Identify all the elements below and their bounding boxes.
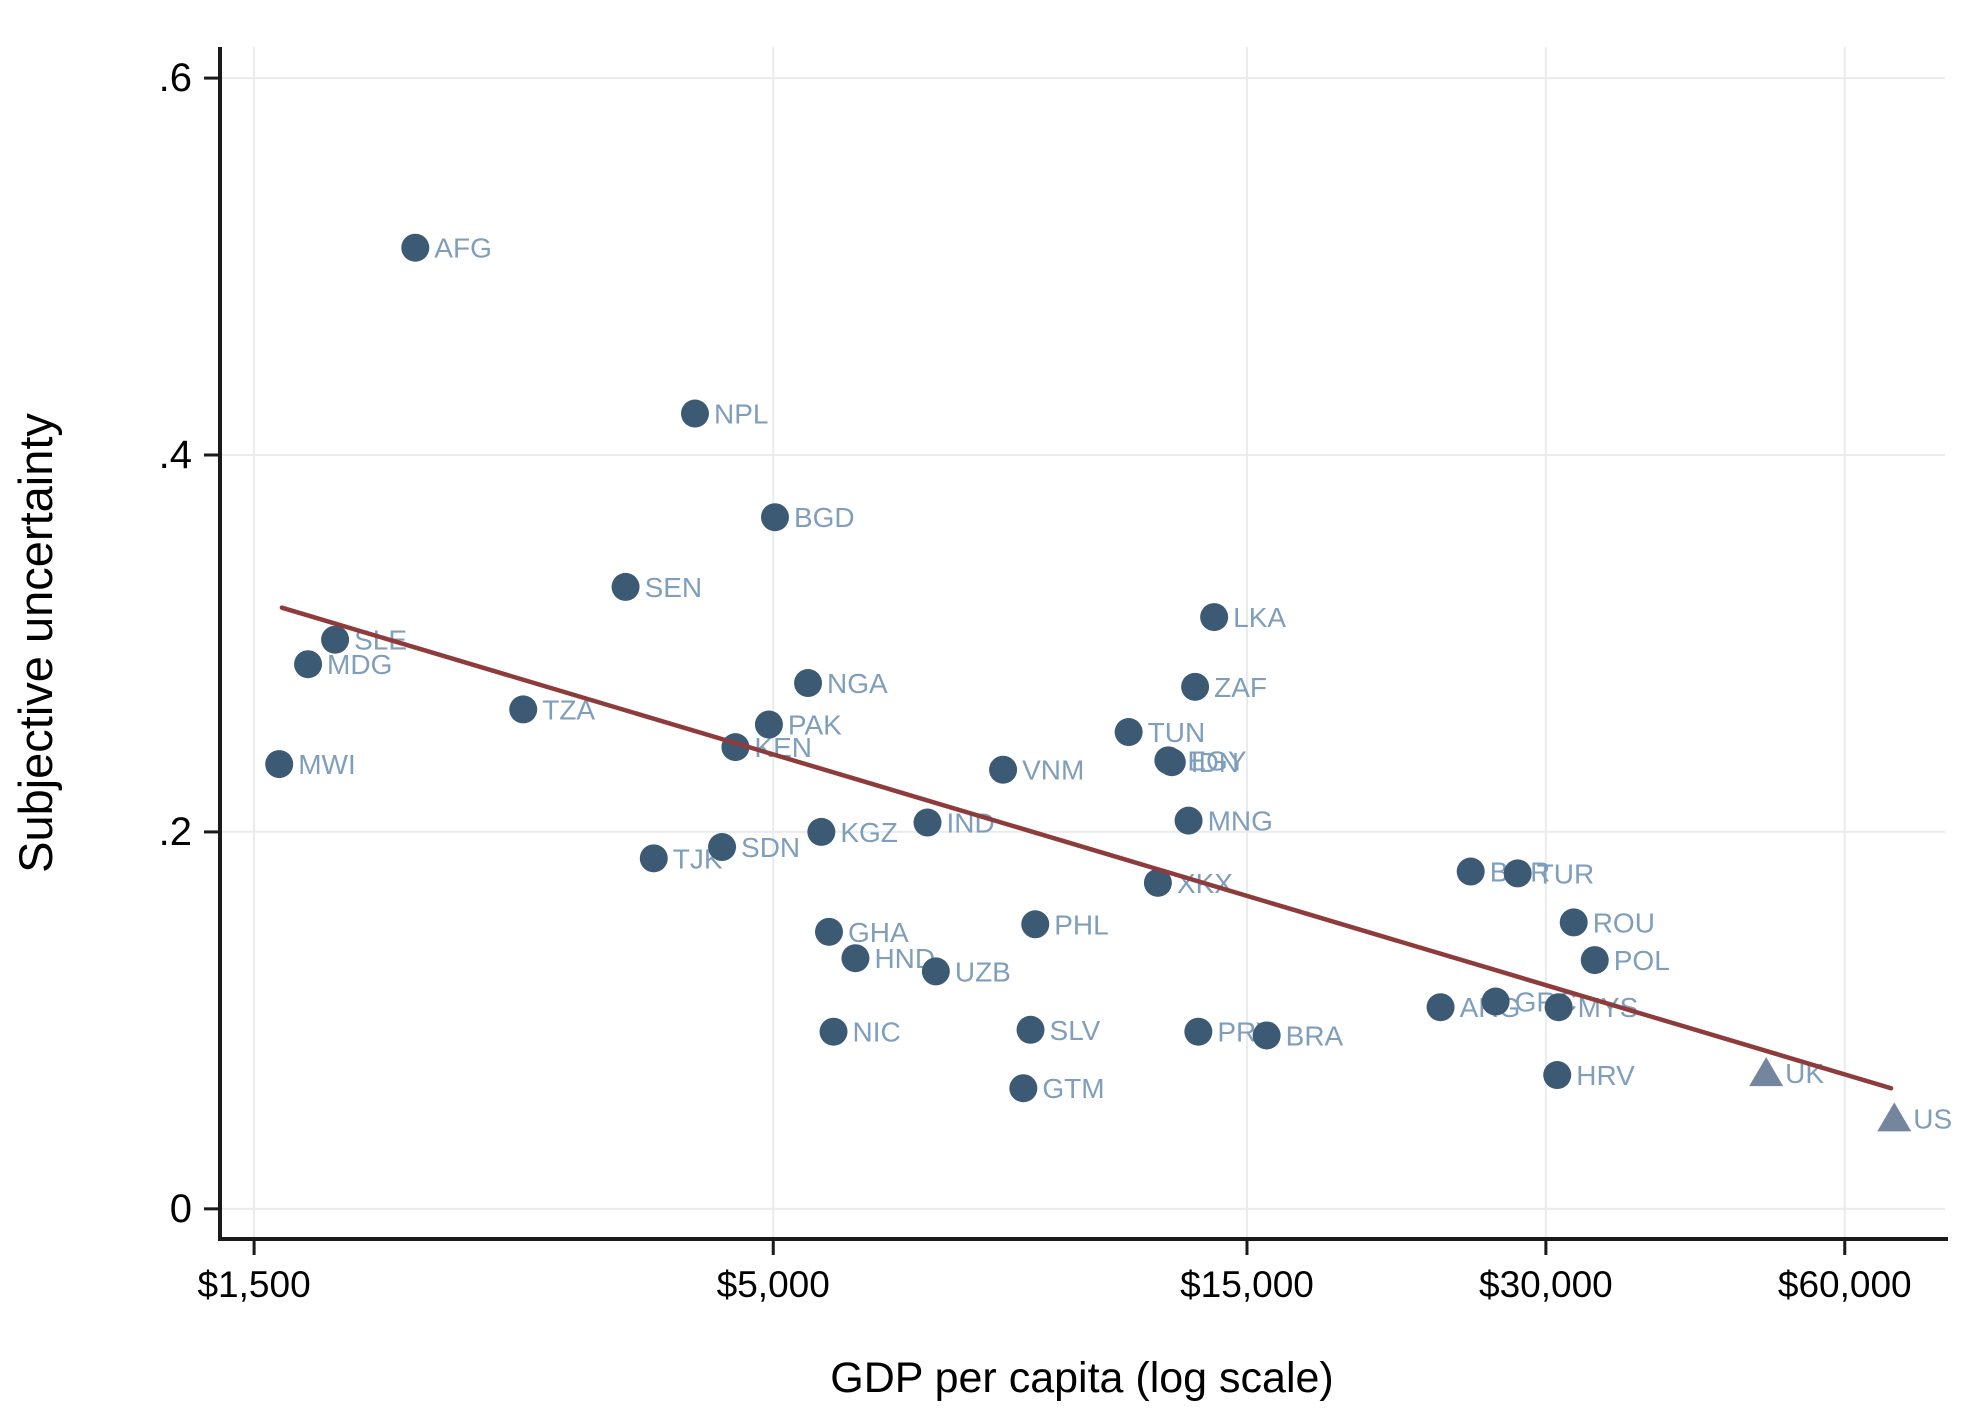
data-point-MWI: [265, 750, 294, 779]
point-label-UZB: UZB: [955, 956, 1011, 987]
data-point-GHA: [814, 917, 843, 946]
y-axis-title: Subjective uncertainty: [9, 413, 62, 873]
data-point-MNG: [1174, 806, 1203, 835]
x-tick-label: $1,500: [197, 1264, 310, 1305]
point-label-PHL: PHL: [1054, 909, 1108, 940]
point-label-GTM: GTM: [1042, 1073, 1104, 1104]
point-label-EGY: EGY: [1187, 745, 1246, 776]
point-label-LKA: LKA: [1233, 602, 1286, 633]
point-label-MWI: MWI: [298, 749, 356, 780]
point-label-KGZ: KGZ: [840, 817, 898, 848]
data-point-PHL: [1021, 910, 1050, 939]
point-label-MNG: MNG: [1208, 806, 1273, 837]
point-label-IDN: IDN: [1191, 747, 1239, 778]
x-tick-label: $60,000: [1778, 1264, 1912, 1305]
y-tick-label: .4: [159, 433, 192, 477]
data-point-SLE: [321, 625, 350, 654]
point-label-ROU: ROU: [1593, 907, 1655, 938]
data-point-LKA: [1200, 603, 1229, 632]
data-point-TJK: [639, 844, 668, 873]
point-label-BGD: BGD: [794, 502, 855, 533]
data-point-TUN: [1114, 718, 1143, 747]
data-points: MWIMDGSLEAFGTZASENTJKNPLSDNKENPAKBGDNGAK…: [265, 233, 1952, 1134]
axis-ticks: $1,500 $5,000 $15,000 $30,000 $60,000 0 .2 .4 .6: [159, 56, 1912, 1305]
data-point-US: [1877, 1102, 1912, 1132]
data-point-GRC: [1481, 987, 1510, 1016]
data-point-NIC: [819, 1017, 848, 1046]
data-point-VNM: [989, 755, 1018, 784]
point-label-VNM: VNM: [1022, 755, 1084, 786]
data-point-IND: [913, 808, 942, 837]
point-label-AFG: AFG: [434, 233, 492, 264]
data-point-UZB: [921, 957, 950, 986]
data-point-PAK: [754, 710, 783, 739]
data-point-BGR: [1456, 857, 1485, 886]
trend-line: [279, 605, 1894, 1091]
y-tick-label: 0: [170, 1187, 192, 1231]
data-point-HRV: [1543, 1061, 1572, 1090]
data-point-TZA: [509, 695, 538, 724]
fitted-regression-line: [279, 605, 1894, 1091]
data-point-MYS: [1544, 993, 1573, 1022]
data-point-NGA: [794, 669, 823, 698]
point-label-SEN: SEN: [645, 572, 703, 603]
point-label-SDN: SDN: [741, 832, 800, 863]
data-point-SDN: [708, 833, 737, 862]
point-label-NPL: NPL: [714, 399, 768, 430]
data-point-ROU: [1559, 908, 1588, 937]
data-point-SEN: [611, 572, 640, 601]
x-axis-title: GDP per capita (log scale): [830, 1354, 1334, 1402]
point-label-TUN: TUN: [1148, 717, 1206, 748]
point-label-NIC: NIC: [853, 1017, 901, 1048]
point-label-US: US: [1913, 1103, 1952, 1134]
data-point-NPL: [680, 399, 709, 428]
point-label-PAK: PAK: [788, 710, 842, 741]
point-label-TUR: TUR: [1537, 858, 1595, 889]
x-tick-label: $15,000: [1180, 1264, 1314, 1305]
data-point-ZAF: [1181, 672, 1210, 701]
data-point-BGD: [760, 503, 789, 532]
y-tick-label: .2: [159, 810, 192, 854]
data-point-PRY: [1184, 1017, 1213, 1046]
data-point-SLV: [1016, 1015, 1045, 1044]
data-point-UK: [1749, 1057, 1784, 1087]
data-point-KGZ: [807, 817, 836, 846]
data-point-BRA: [1252, 1021, 1281, 1050]
data-point-AFG: [401, 233, 430, 262]
data-point-HND: [841, 944, 870, 973]
data-point-MDG: [294, 650, 323, 679]
data-point-XKX: [1143, 868, 1172, 897]
gridlines: [220, 47, 1945, 1239]
data-point-IDN: [1157, 748, 1186, 777]
point-label-SLV: SLV: [1050, 1015, 1101, 1046]
point-label-GHA: GHA: [848, 917, 909, 948]
point-label-MDG: MDG: [327, 649, 392, 680]
point-label-BRA: BRA: [1286, 1020, 1344, 1051]
data-point-GTM: [1009, 1074, 1038, 1103]
x-tick-label: $30,000: [1479, 1264, 1613, 1305]
point-label-POL: POL: [1614, 945, 1670, 976]
point-label-HRV: HRV: [1576, 1060, 1635, 1091]
point-label-NGA: NGA: [827, 668, 888, 699]
y-tick-label: .6: [159, 56, 192, 100]
data-point-TUR: [1503, 859, 1532, 888]
data-point-ARG: [1426, 993, 1455, 1022]
data-point-POL: [1580, 946, 1609, 975]
x-tick-label: $5,000: [717, 1264, 830, 1305]
point-label-ZAF: ZAF: [1214, 672, 1267, 703]
